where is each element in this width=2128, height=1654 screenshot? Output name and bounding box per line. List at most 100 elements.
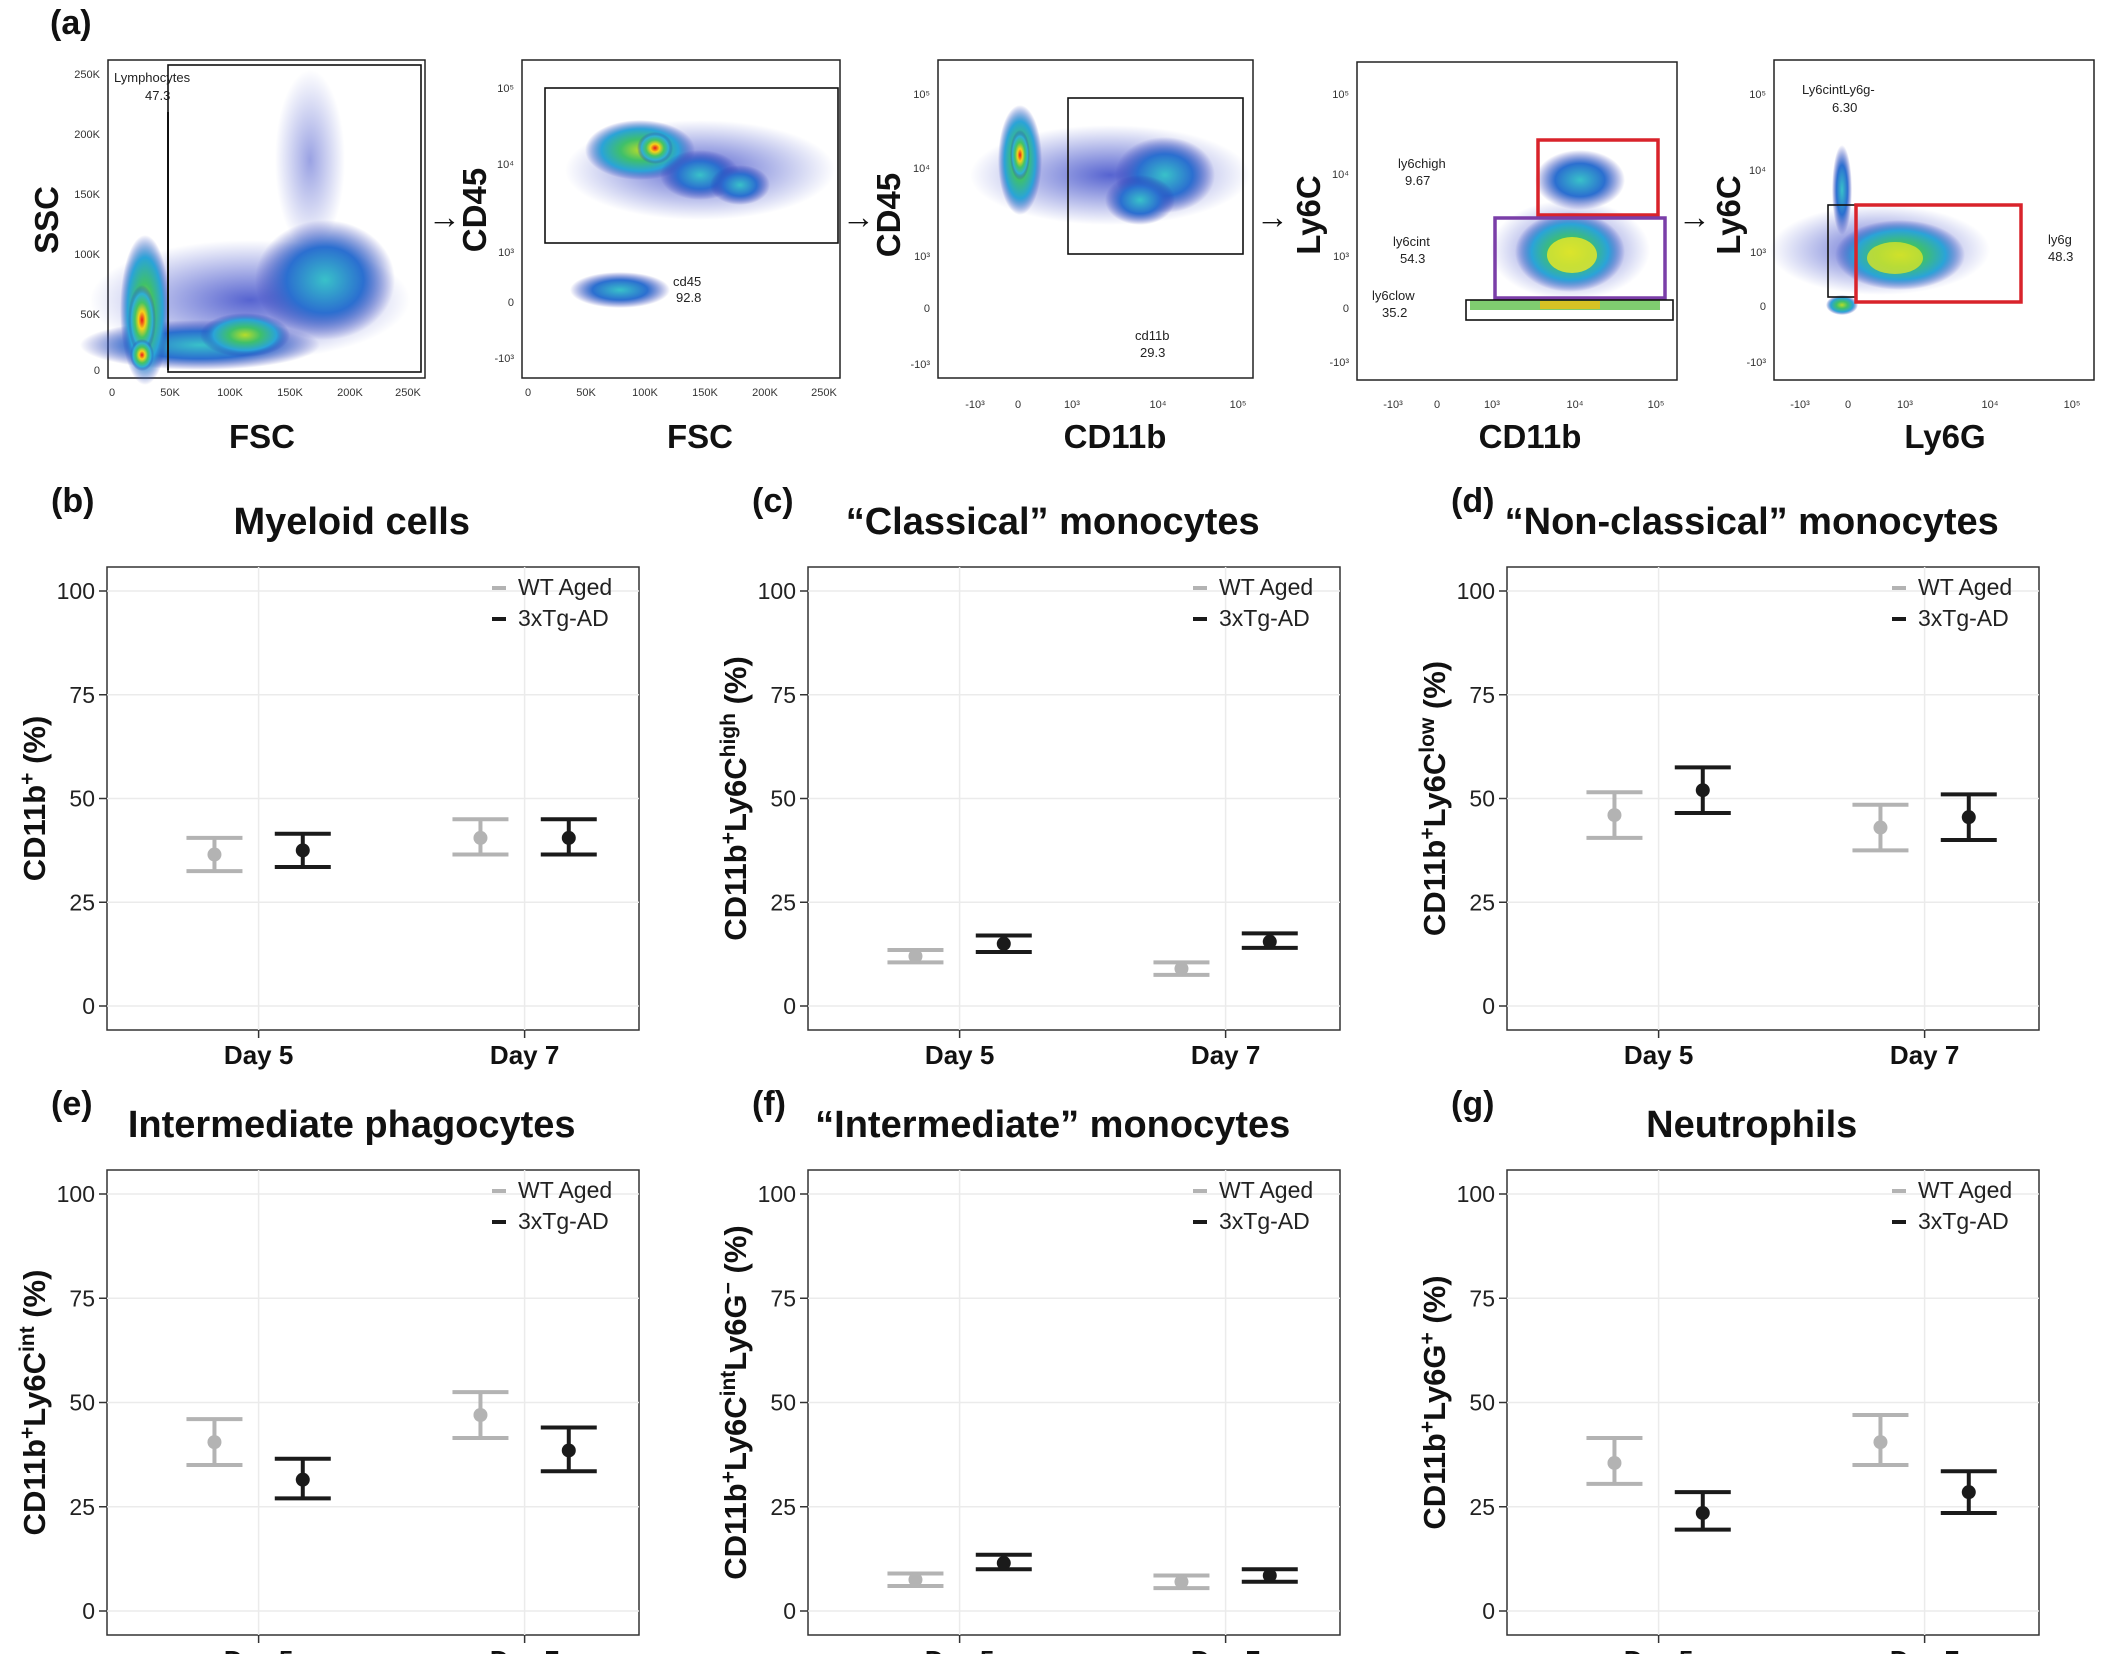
mean-point xyxy=(1174,961,1189,976)
x-tick: -10³ xyxy=(965,399,985,411)
x-axis-title: CD11b xyxy=(1064,418,1167,455)
y-axis-title: CD11b+ (%) xyxy=(16,716,53,882)
mean-point xyxy=(1695,783,1710,798)
gate-name: cd45 xyxy=(673,274,701,289)
mean-point xyxy=(207,1435,222,1450)
x-tick: 10³ xyxy=(1897,399,1913,411)
y-tick-label: 25 xyxy=(69,1494,95,1520)
mean-point xyxy=(996,1556,1011,1571)
x-tick-label: Day 7 xyxy=(490,1040,559,1070)
y-tick: 200K xyxy=(74,129,100,141)
gate-name: ly6chigh xyxy=(1398,156,1446,171)
error-bar xyxy=(452,817,509,857)
y-tick: 10⁴ xyxy=(1749,165,1766,177)
x-tick: 10³ xyxy=(1064,399,1080,411)
mean-point xyxy=(561,830,576,845)
x-tick: -10³ xyxy=(1383,399,1403,411)
y-tick: 0 xyxy=(1760,301,1766,313)
chart-panel: 0 25 50 75 100 Day 5 Day 7 WT Aged 3xTg-AD (b) Mye… xyxy=(16,482,640,1070)
gate-name: ly6g xyxy=(2048,232,2072,247)
gating-arrow: → xyxy=(428,198,461,235)
y-tick-label: 25 xyxy=(1469,1494,1495,1520)
y-tick-label: 75 xyxy=(1469,682,1495,708)
mean-point xyxy=(473,830,488,845)
chart-title: Neutrophils xyxy=(1646,1104,1857,1146)
legend-label: 3xTg-AD xyxy=(1219,605,1310,631)
mean-point xyxy=(1961,810,1976,825)
flow-plot-5: Ly6cintLy6g- 6.30 ly6g 48.3 10⁵ 10⁴ 10³ … xyxy=(1710,59,2095,455)
x-axis-title: CD11b xyxy=(1479,418,1582,455)
y-tick: 100K xyxy=(74,249,100,261)
y-tick: -10³ xyxy=(910,359,930,371)
gate-value: 35.2 xyxy=(1382,305,1407,320)
x-tick: 0 xyxy=(1845,399,1851,411)
y-axis-title: CD11b+Ly6Chigh (%) xyxy=(717,656,754,941)
y-tick-label: 0 xyxy=(82,993,95,1019)
y-tick: 10³ xyxy=(498,247,514,259)
x-tick: 50K xyxy=(160,387,180,399)
x-tick-label: Day 7 xyxy=(1890,1040,1959,1070)
panel-label: (f) xyxy=(752,1085,786,1123)
legend-label: WT Aged xyxy=(1219,1177,1313,1203)
flow-plot-2: cd45 92.8 10⁵ 10⁴ 10³ 0 -10³ 0 50K 100K … xyxy=(456,59,841,455)
y-tick: 250K xyxy=(74,69,100,81)
chart-title: “Intermediate” monocytes xyxy=(815,1104,1290,1146)
error-bar xyxy=(1674,1490,1731,1532)
mean-point xyxy=(1607,808,1622,823)
mean-point xyxy=(473,1408,488,1423)
gate-value: 48.3 xyxy=(2048,249,2073,264)
x-tick: 150K xyxy=(277,387,303,399)
y-tick: 10⁴ xyxy=(497,159,514,171)
x-tick: -10³ xyxy=(1790,399,1810,411)
x-tick-label: Day 7 xyxy=(490,1645,559,1654)
gate-value: 47.3 xyxy=(145,88,170,103)
gate-value: 92.8 xyxy=(676,290,701,305)
error-bar xyxy=(186,1417,243,1468)
y-tick-label: 0 xyxy=(1482,1598,1495,1624)
mean-point xyxy=(561,1443,576,1458)
y-axis-title: CD11b+Ly6Clow (%) xyxy=(1416,661,1453,936)
y-tick-label: 50 xyxy=(69,1390,95,1416)
legend-label: WT Aged xyxy=(1918,574,2012,600)
y-tick: 0 xyxy=(1343,303,1349,315)
x-tick: 0 xyxy=(525,387,531,399)
y-tick-label: 0 xyxy=(783,993,796,1019)
y-tick: -10³ xyxy=(1746,357,1766,369)
y-axis-title: SSC xyxy=(28,186,65,254)
x-tick-label: Day 5 xyxy=(925,1040,994,1070)
y-tick-label: 25 xyxy=(1469,889,1495,915)
x-tick-label: Day 5 xyxy=(1624,1645,1693,1654)
error-bar xyxy=(887,1571,944,1588)
y-tick: 10⁵ xyxy=(497,83,514,95)
y-tick: 50K xyxy=(80,309,100,321)
y-axis-title: CD45 xyxy=(456,168,493,252)
error-bar xyxy=(975,933,1032,955)
y-tick-label: 75 xyxy=(69,682,95,708)
mean-point xyxy=(908,1572,923,1587)
legend-label: 3xTg-AD xyxy=(518,605,609,631)
error-bar xyxy=(1241,1567,1298,1584)
legend-label: 3xTg-AD xyxy=(1918,605,2009,631)
y-axis-title: CD11b+Ly6CintLy6G− (%) xyxy=(717,1225,754,1580)
y-tick: 150K xyxy=(74,189,100,201)
y-tick-label: 100 xyxy=(57,578,95,604)
error-bar xyxy=(1586,790,1643,840)
x-tick: 10⁵ xyxy=(1648,399,1665,411)
flow-plot-1: Lymphocytes 47.3 250K 200K 150K 100K 50K… xyxy=(28,59,426,455)
x-tick: 250K xyxy=(395,387,421,399)
y-tick-label: 50 xyxy=(1469,786,1495,812)
flow-plot-3: cd11b 29.3 10⁵ 10⁴ 10³ 0 -10³ -10³ 0 10³… xyxy=(870,59,1254,455)
x-tick: 10⁴ xyxy=(1150,399,1167,411)
x-tick-label: Day 5 xyxy=(1624,1040,1693,1070)
error-bar xyxy=(1940,792,1997,842)
chart-title: “Non-classical” monocytes xyxy=(1505,501,1999,543)
x-tick: 250K xyxy=(811,387,837,399)
y-axis-title: Ly6C xyxy=(1710,175,1747,254)
x-tick: 10³ xyxy=(1484,399,1500,411)
x-tick: 0 xyxy=(109,387,115,399)
y-tick-label: 100 xyxy=(758,578,796,604)
y-tick-label: 75 xyxy=(770,682,796,708)
x-tick: 10⁴ xyxy=(1567,399,1584,411)
x-tick-label: Day 5 xyxy=(224,1040,293,1070)
mean-point xyxy=(1262,1568,1277,1583)
